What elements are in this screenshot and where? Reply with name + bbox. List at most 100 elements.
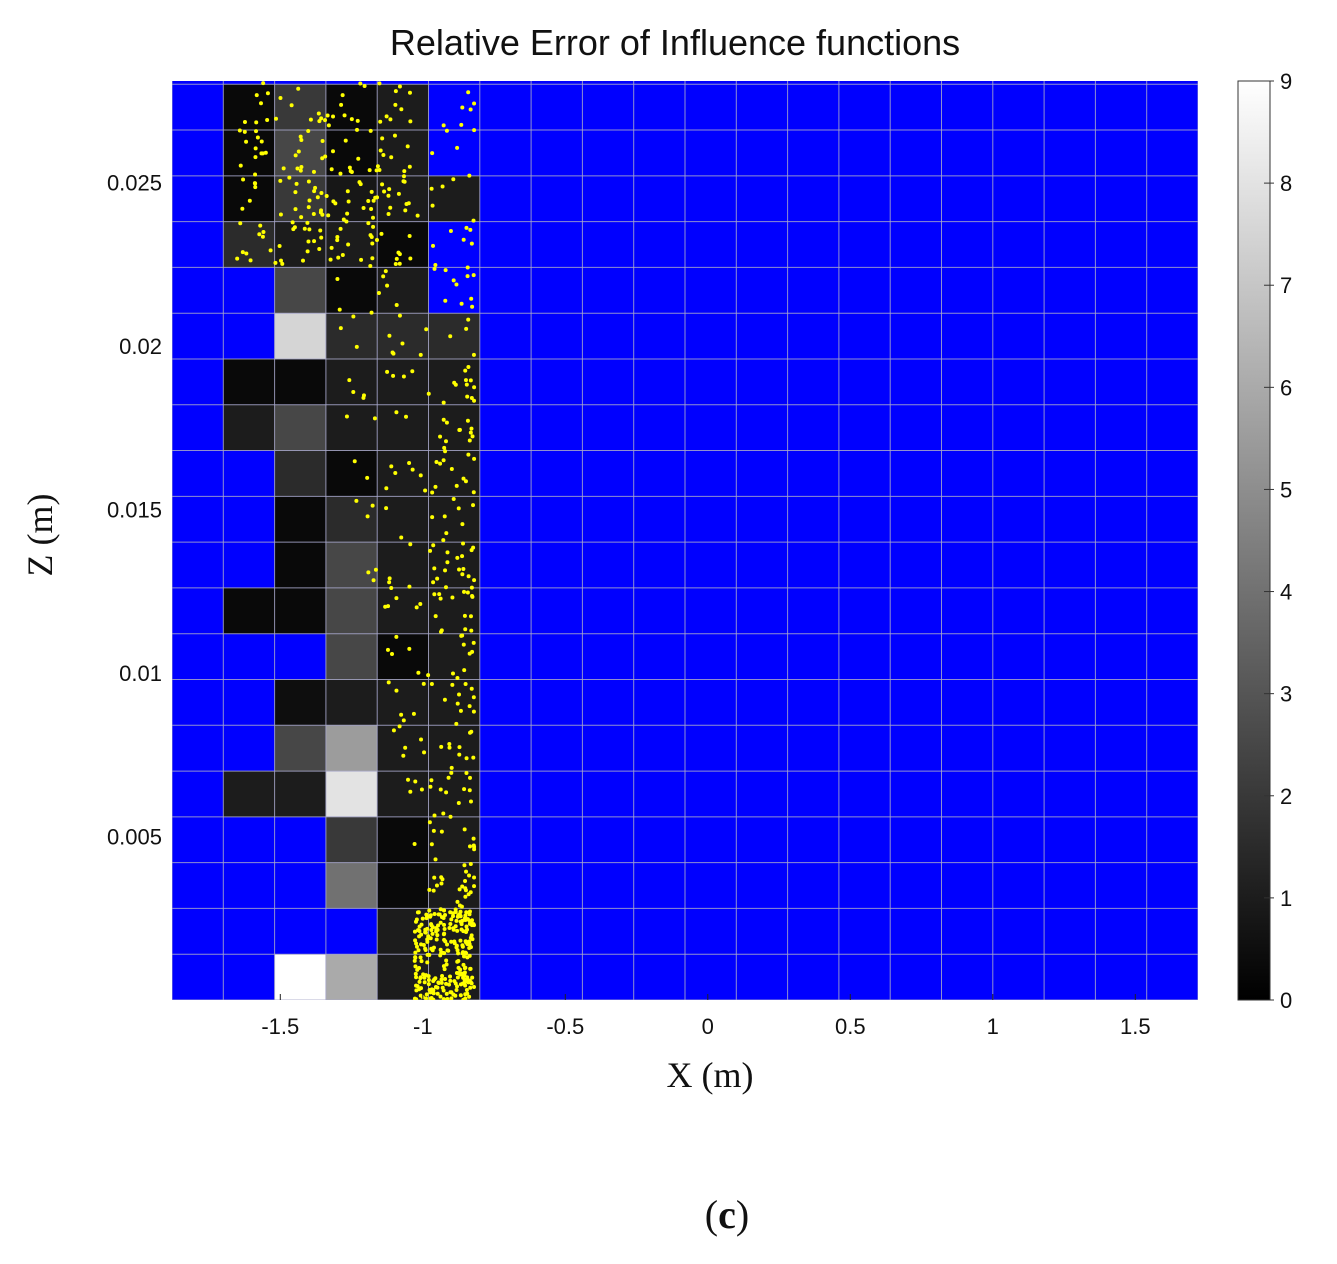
- scatter-point: [382, 189, 387, 194]
- scatter-point: [340, 252, 345, 257]
- scatter-point: [458, 967, 463, 972]
- scatter-point: [443, 568, 448, 573]
- scatter-point: [459, 122, 464, 127]
- heatmap-cell: [325, 404, 378, 451]
- scatter-point: [468, 227, 473, 232]
- scatter-point: [432, 266, 437, 271]
- scatter-point: [393, 102, 398, 107]
- scatter-point: [442, 514, 447, 519]
- scatter-point: [299, 165, 304, 170]
- scatter-point: [448, 334, 453, 339]
- scatter-point: [412, 958, 417, 963]
- scatter-point: [401, 753, 406, 758]
- scatter-point: [460, 943, 465, 948]
- scatter-point: [443, 268, 448, 273]
- scatter-point: [441, 538, 446, 543]
- heatmap-cell: [325, 725, 378, 772]
- scatter-point: [335, 238, 340, 243]
- scatter-point: [461, 642, 466, 647]
- scatter-point: [435, 576, 440, 581]
- scatter-point: [268, 248, 273, 253]
- scatter-point: [461, 476, 466, 481]
- heatmap-cell: [377, 771, 429, 817]
- scatter-point: [454, 282, 459, 287]
- scatter-point: [463, 996, 468, 1000]
- scatter-point: [471, 640, 476, 645]
- scatter-point: [413, 964, 418, 969]
- scatter-point: [369, 235, 374, 240]
- scatter-point: [466, 317, 471, 322]
- scatter-point: [454, 721, 459, 726]
- scatter-point: [402, 179, 407, 184]
- scatter-point: [455, 959, 460, 964]
- scatter-point: [431, 580, 436, 585]
- scatter-point: [471, 836, 476, 841]
- scatter-point: [447, 745, 452, 750]
- scatter-point: [435, 933, 440, 938]
- scatter-point: [462, 863, 467, 868]
- scatter-point: [394, 256, 399, 261]
- scatter-point: [424, 913, 429, 918]
- scatter-point: [361, 205, 366, 210]
- scatter-point: [328, 257, 333, 262]
- scatter-point: [449, 917, 454, 922]
- x-tick-label: -1: [413, 1014, 433, 1039]
- scatter-point: [448, 229, 453, 234]
- scatter-point: [431, 243, 436, 248]
- scatter-point: [387, 187, 392, 192]
- heatmap-cell: [377, 358, 429, 405]
- scatter-point: [462, 827, 467, 832]
- colorbar-tick-label: 7: [1280, 273, 1292, 298]
- scatter-point: [465, 942, 470, 947]
- scatter-point: [242, 129, 247, 134]
- scatter-point: [470, 304, 475, 309]
- scatter-point: [324, 193, 329, 198]
- heatmap-cell: [274, 267, 326, 314]
- scatter-point: [471, 709, 476, 714]
- scatter-point: [442, 922, 447, 927]
- scatter-point: [414, 941, 419, 946]
- scatter-point: [469, 628, 474, 633]
- scatter-point: [468, 730, 473, 735]
- scatter-point: [439, 881, 444, 886]
- heatmap-cell: [274, 84, 326, 131]
- scatter-point: [448, 978, 453, 983]
- scatter-point: [469, 426, 474, 431]
- y-tick-label: 0.025: [107, 170, 162, 195]
- scatter-point: [278, 96, 283, 101]
- scatter-point: [459, 301, 464, 306]
- scatter-point: [441, 997, 446, 1000]
- heatmap-cell: [377, 542, 429, 588]
- heatmap-cell: [428, 816, 480, 863]
- heatmap-cell: [325, 175, 378, 222]
- scatter-point: [428, 784, 433, 789]
- scatter-point: [306, 128, 311, 133]
- scatter-point: [393, 89, 398, 94]
- scatter-point: [257, 232, 262, 237]
- scatter-point: [293, 190, 298, 195]
- scatter-point: [343, 138, 348, 143]
- colorbar-tick-label: 8: [1280, 171, 1292, 196]
- scatter-point: [311, 169, 316, 174]
- scatter-point: [319, 191, 324, 196]
- scatter-point: [471, 273, 476, 278]
- scatter-point: [427, 820, 432, 825]
- scatter-point: [430, 931, 435, 936]
- scatter-point: [460, 105, 465, 110]
- scatter-point: [467, 994, 472, 999]
- scatter-point: [371, 224, 376, 229]
- scatter-point: [468, 107, 473, 112]
- scatter-point: [263, 150, 268, 155]
- scatter-point: [381, 152, 386, 157]
- scatter-point: [394, 596, 399, 601]
- scatter-point: [365, 514, 370, 519]
- scatter-point: [447, 982, 452, 987]
- scatter-point: [426, 391, 431, 396]
- scatter-point: [467, 173, 472, 178]
- scatter-point: [472, 578, 477, 583]
- scatter-point: [253, 155, 258, 160]
- scatter-point: [462, 977, 467, 982]
- scatter-point: [235, 256, 240, 261]
- scatter-point: [338, 171, 343, 176]
- scatter-point: [318, 210, 323, 215]
